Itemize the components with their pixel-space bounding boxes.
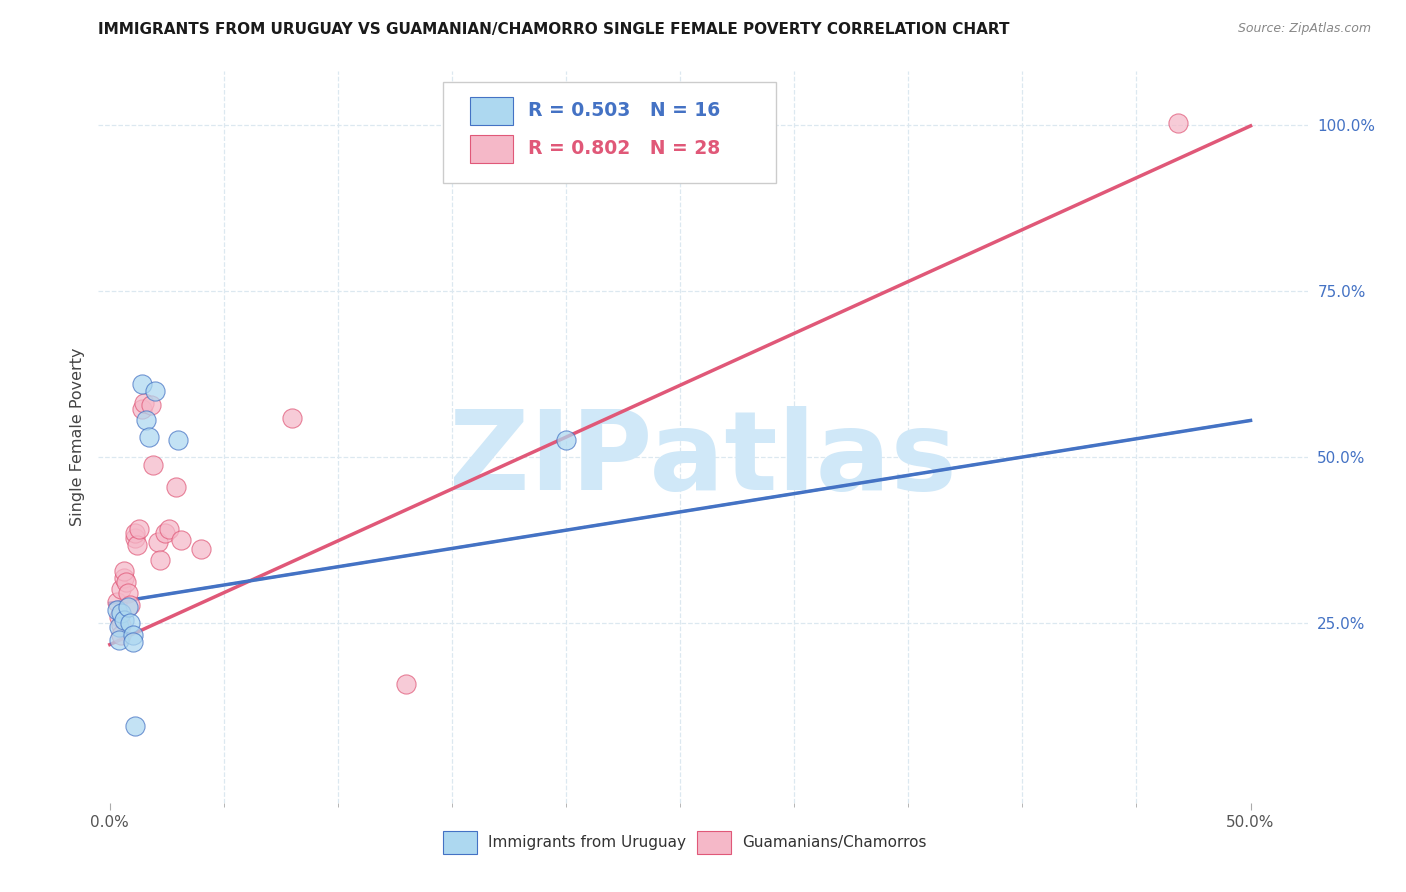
Text: ZIPatlas: ZIPatlas: [449, 406, 957, 513]
Point: [124, 719, 146, 733]
Point: [128, 522, 150, 536]
Point: [117, 586, 139, 600]
Point: [124, 531, 146, 545]
Point: [121, 635, 143, 649]
Point: [1167, 116, 1189, 130]
Point: [169, 533, 191, 548]
Point: [112, 565, 135, 579]
Point: [112, 571, 135, 585]
Point: [114, 575, 136, 590]
Point: [146, 535, 169, 549]
Point: [120, 598, 142, 612]
FancyBboxPatch shape: [470, 135, 513, 162]
Point: [105, 603, 128, 617]
Point: [153, 526, 176, 541]
Point: [112, 613, 135, 627]
Point: [281, 411, 304, 425]
Point: [135, 413, 157, 427]
Point: [110, 617, 132, 632]
Point: [120, 616, 142, 631]
Point: [108, 609, 131, 624]
Point: [167, 434, 190, 448]
Text: R = 0.802   N = 28: R = 0.802 N = 28: [527, 139, 720, 159]
Point: [395, 677, 418, 691]
Point: [108, 632, 131, 647]
FancyBboxPatch shape: [443, 82, 776, 183]
Point: [190, 541, 212, 556]
Point: [110, 628, 132, 642]
Point: [139, 398, 162, 412]
Text: Immigrants from Uruguay: Immigrants from Uruguay: [488, 835, 686, 850]
Text: Source: ZipAtlas.com: Source: ZipAtlas.com: [1237, 22, 1371, 36]
Point: [105, 595, 128, 609]
Point: [132, 395, 155, 409]
Point: [131, 402, 153, 417]
Text: R = 0.503   N = 16: R = 0.503 N = 16: [527, 102, 720, 120]
Text: IMMIGRANTS FROM URUGUAY VS GUAMANIAN/CHAMORRO SINGLE FEMALE POVERTY CORRELATION : IMMIGRANTS FROM URUGUAY VS GUAMANIAN/CHA…: [98, 22, 1010, 37]
Point: [121, 627, 143, 641]
Point: [108, 619, 131, 633]
Point: [555, 434, 578, 448]
Point: [110, 582, 132, 596]
Point: [124, 526, 146, 541]
FancyBboxPatch shape: [443, 830, 477, 854]
Y-axis label: Single Female Poverty: Single Female Poverty: [69, 348, 84, 526]
Point: [127, 538, 149, 552]
Point: [145, 384, 167, 398]
Point: [165, 480, 187, 494]
Text: Guamanians/Chamorros: Guamanians/Chamorros: [742, 835, 927, 850]
FancyBboxPatch shape: [697, 830, 731, 854]
Point: [157, 522, 180, 536]
Point: [149, 553, 172, 567]
Point: [138, 430, 160, 444]
Point: [117, 599, 139, 614]
Point: [110, 607, 132, 621]
FancyBboxPatch shape: [470, 97, 513, 125]
Point: [142, 458, 165, 472]
Point: [131, 376, 153, 391]
